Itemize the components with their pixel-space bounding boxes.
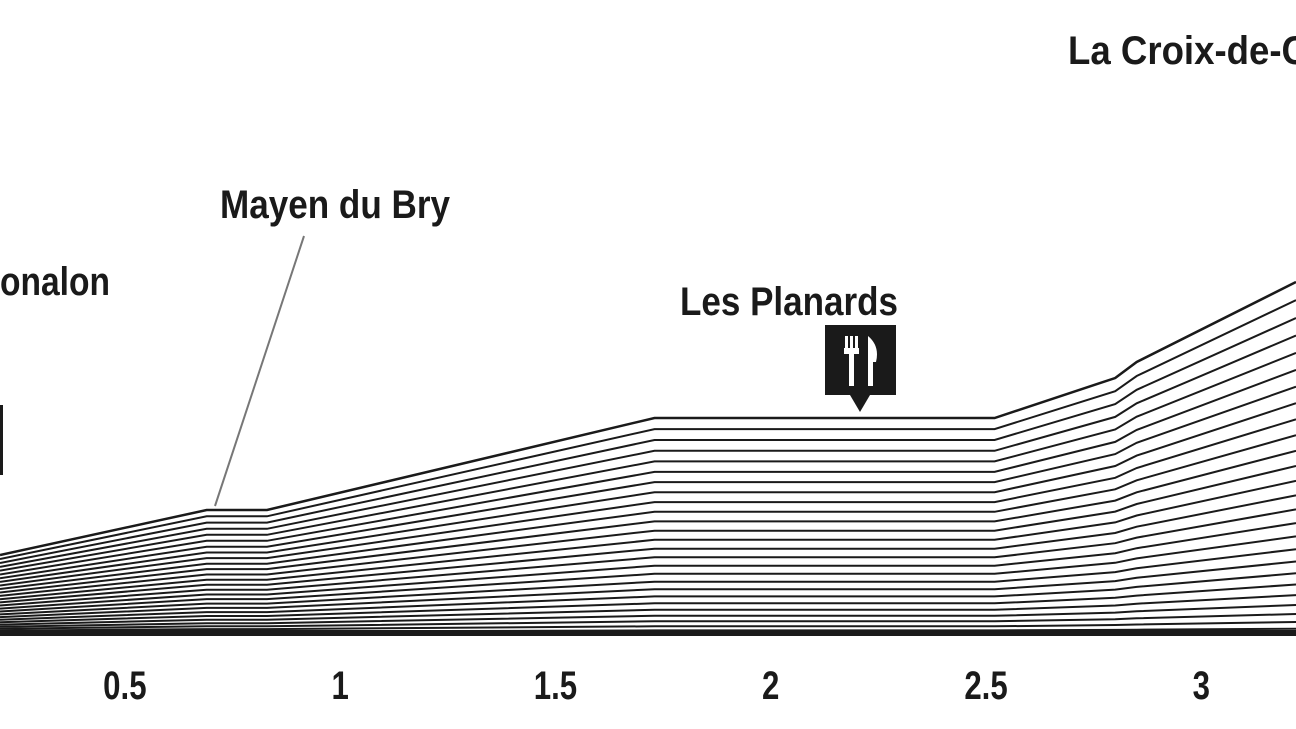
contour-line [0, 560, 1296, 619]
x-tick-group: 2.5 [964, 663, 1007, 708]
profile-layer [0, 280, 1296, 636]
contour-line [0, 479, 1296, 601]
profile-line [0, 280, 1296, 557]
contour-line [0, 494, 1296, 604]
contour-line [0, 508, 1296, 607]
annotation: Les Planards [680, 280, 898, 324]
contour-line [0, 351, 1296, 572]
contour-line [0, 583, 1296, 624]
x-tick-group: 2 [762, 663, 779, 708]
annotation: onalon [0, 260, 110, 304]
x-tick-label: 0.5 [103, 663, 146, 708]
restaurant-icon [825, 325, 896, 412]
contour-line [0, 368, 1296, 576]
x-tick-group: 3 [1193, 663, 1210, 708]
contour-line [0, 535, 1296, 613]
contour-line [0, 317, 1296, 564]
x-tick-label: 1 [331, 663, 348, 708]
contour-line [0, 402, 1296, 583]
x-tick-group: 1.5 [534, 663, 577, 708]
contour-line [0, 434, 1296, 590]
contour-line [0, 613, 1296, 630]
contour-line [0, 604, 1296, 628]
marker [0, 405, 3, 475]
contour-line [0, 621, 1296, 632]
contour-line [0, 594, 1296, 626]
contour-line [0, 522, 1296, 610]
x-axis: 0.5 1 1.5 2 2.5 3 [103, 663, 1210, 708]
x-tick-label: 2.5 [964, 663, 1007, 708]
contour-line [0, 548, 1296, 616]
contour-line [0, 572, 1296, 621]
contour-line [0, 449, 1296, 594]
contour-line [0, 465, 1296, 597]
annotation: Mayen du Bry [220, 183, 451, 227]
x-tick-group: 1 [331, 663, 348, 708]
contour-line [0, 334, 1296, 568]
annotation: La Croix-de-C [1068, 29, 1296, 73]
x-tick-label: 2 [762, 663, 779, 708]
x-tick-group: 0.5 [103, 663, 146, 708]
x-tick-label: 3 [1193, 663, 1210, 708]
contour-line [0, 418, 1296, 587]
x-tick-label: 1.5 [534, 663, 577, 708]
leader-line [214, 235, 305, 507]
contour-line [0, 299, 1296, 560]
contour-line [0, 385, 1296, 580]
